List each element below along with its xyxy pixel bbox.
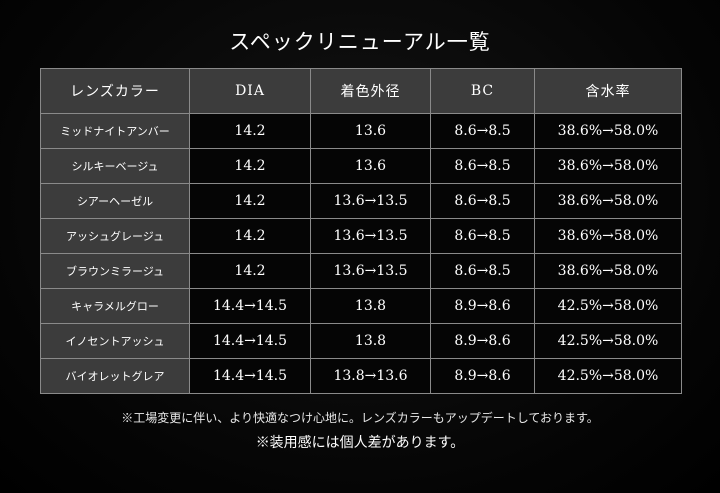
coloring-diameter-cell: 13.8 [310,288,431,324]
coloring-diameter-cell: 13.6 [310,148,431,184]
dia-cell: 14.4→14.5 [189,323,311,359]
table-row: アッシュグレージュ 14.2 13.6→13.5 8.6→8.5 38.6%→5… [40,218,682,254]
bc-cell: 8.6→8.5 [430,218,535,254]
coloring-diameter-cell: 13.6 [310,113,431,149]
table-row: バイオレットグレア 14.4→14.5 13.8→13.6 8.9→8.6 42… [40,358,682,394]
page-title: スペックリニューアル一覧 [229,30,491,54]
water-content-cell: 38.6%→58.0% [534,253,682,289]
bc-cell: 8.6→8.5 [430,253,535,289]
table-row: キャラメルグロー 14.4→14.5 13.8 8.9→8.6 42.5%→58… [40,288,682,324]
table-row: ブラウンミラージュ 14.2 13.6→13.5 8.6→8.5 38.6%→5… [40,253,682,289]
lens-color-cell: バイオレットグレア [40,358,190,394]
renewal-note: ※工場変更に伴い、より快適なつけ心地に。レンズカラーもアップデートしております。 [121,411,599,425]
header-lens-color: レンズカラー [40,68,190,114]
lens-color-cell: シアーヘーゼル [40,183,190,219]
table-row: ミッドナイトアンバー 14.2 13.6 8.6→8.5 38.6%→58.0% [40,113,682,149]
lens-color-cell: ミッドナイトアンバー [40,113,190,149]
water-content-cell: 42.5%→58.0% [534,288,682,324]
dia-cell: 14.2 [189,148,311,184]
table-row: シルキーベージュ 14.2 13.6 8.6→8.5 38.6%→58.0% [40,148,682,184]
dia-cell: 14.2 [189,218,311,254]
spec-table: レンズカラー DIA 着色外径 BC 含水率 ミッドナイトアンバー 14.2 1… [40,68,682,394]
water-content-cell: 38.6%→58.0% [534,148,682,184]
water-content-cell: 38.6%→58.0% [534,183,682,219]
bc-cell: 8.6→8.5 [430,113,535,149]
dia-cell: 14.4→14.5 [189,288,311,324]
water-content-cell: 42.5%→58.0% [534,358,682,394]
header-bc: BC [430,68,535,114]
table-row: イノセントアッシュ 14.4→14.5 13.8 8.9→8.6 42.5%→5… [40,323,682,359]
lens-color-cell: キャラメルグロー [40,288,190,324]
coloring-diameter-cell: 13.6→13.5 [310,253,431,289]
lens-color-cell: ブラウンミラージュ [40,253,190,289]
table-header-row: レンズカラー DIA 着色外径 BC 含水率 [40,68,682,114]
lens-color-cell: シルキーベージュ [40,148,190,184]
coloring-diameter-cell: 13.6→13.5 [310,218,431,254]
dia-cell: 14.2 [189,253,311,289]
header-water-content: 含水率 [534,68,682,114]
water-content-cell: 38.6%→58.0% [534,218,682,254]
bc-cell: 8.6→8.5 [430,148,535,184]
table-row: シアーヘーゼル 14.2 13.6→13.5 8.6→8.5 38.6%→58.… [40,183,682,219]
header-dia: DIA [189,68,311,114]
water-content-cell: 42.5%→58.0% [534,323,682,359]
bc-cell: 8.6→8.5 [430,183,535,219]
bc-cell: 8.9→8.6 [430,358,535,394]
lens-color-cell: アッシュグレージュ [40,218,190,254]
coloring-diameter-cell: 13.8→13.6 [310,358,431,394]
water-content-cell: 38.6%→58.0% [534,113,682,149]
lens-color-cell: イノセントアッシュ [40,323,190,359]
header-coloring-diameter: 着色外径 [310,68,431,114]
dia-cell: 14.4→14.5 [189,358,311,394]
wearing-feel-note: ※装用感には個人差があります。 [255,435,465,451]
dia-cell: 14.2 [189,183,311,219]
dia-cell: 14.2 [189,113,311,149]
coloring-diameter-cell: 13.8 [310,323,431,359]
bc-cell: 8.9→8.6 [430,288,535,324]
bc-cell: 8.9→8.6 [430,323,535,359]
coloring-diameter-cell: 13.6→13.5 [310,183,431,219]
